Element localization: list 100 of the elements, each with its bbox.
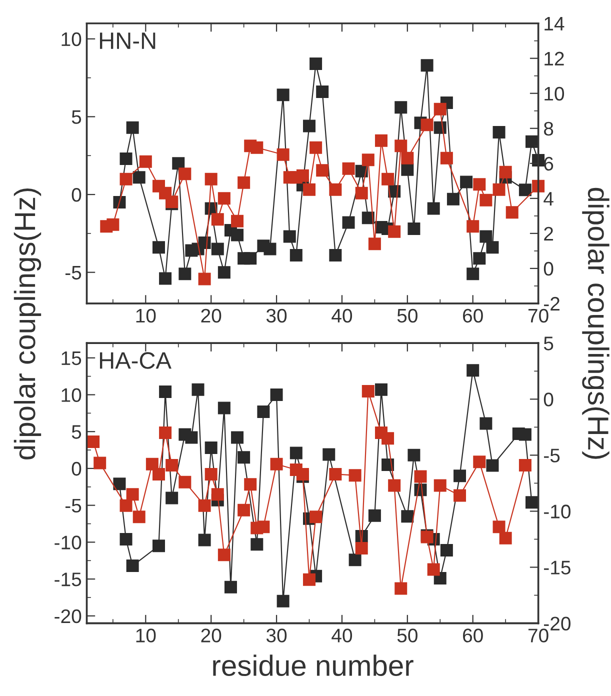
point <box>211 488 224 501</box>
point <box>283 230 296 243</box>
point <box>87 435 100 448</box>
point <box>374 383 388 396</box>
point <box>348 554 362 566</box>
point <box>218 266 230 279</box>
point <box>238 176 250 189</box>
y2-tick-label: 10 <box>544 86 564 101</box>
point <box>303 183 316 196</box>
point <box>329 248 342 262</box>
point <box>185 431 198 444</box>
point <box>126 560 139 572</box>
point <box>440 544 453 557</box>
y2-tick-label: 5 <box>544 336 554 350</box>
x-tick-label: 60 <box>463 308 483 323</box>
x-tick-label: 20 <box>201 308 222 323</box>
y2-tick-label: -5 <box>544 448 560 462</box>
point <box>506 206 518 219</box>
y-tick-label: -15 <box>54 572 82 586</box>
point <box>106 218 120 231</box>
y-axis-title: dipolar couplings(Hz) <box>14 188 42 460</box>
point <box>460 176 473 188</box>
point <box>152 540 165 552</box>
y-tick-label: -20 <box>54 609 82 624</box>
y2-tick-label: 4 <box>544 192 554 206</box>
point <box>408 222 420 235</box>
y-tick-label: -10 <box>54 536 82 550</box>
x-tick-label: 70 <box>528 308 548 323</box>
y2-tick-label: 8 <box>544 122 554 136</box>
point <box>120 152 132 165</box>
point <box>270 388 283 401</box>
point <box>499 166 512 178</box>
point <box>132 171 146 184</box>
point <box>408 448 420 462</box>
x-tick-label: 60 <box>463 628 483 642</box>
point <box>159 272 172 285</box>
point <box>486 459 499 472</box>
point <box>238 451 250 464</box>
point <box>120 532 132 546</box>
point <box>178 476 192 488</box>
point <box>446 192 460 206</box>
point <box>166 492 178 504</box>
x-tick-label: 40 <box>332 308 352 323</box>
x-tick-label: 20 <box>201 628 222 642</box>
point <box>159 426 172 440</box>
point <box>276 594 290 608</box>
point <box>382 172 394 186</box>
point <box>296 468 309 480</box>
point <box>342 216 355 229</box>
point <box>492 126 506 139</box>
y2-tick-label: 0 <box>544 262 554 276</box>
point <box>355 542 368 554</box>
y2-tick-label: 6 <box>544 156 554 171</box>
point <box>362 154 374 166</box>
y-tick-label: -5 <box>65 266 82 280</box>
point <box>473 178 486 191</box>
point <box>486 241 499 254</box>
point <box>218 548 230 562</box>
y2-tick-label: -2 <box>544 296 560 310</box>
annotation: HA-CA <box>100 352 172 369</box>
point <box>310 58 322 70</box>
point <box>192 383 204 396</box>
y-tick-label: -5 <box>65 498 82 513</box>
point <box>310 141 322 154</box>
point <box>473 252 486 265</box>
point <box>355 186 368 200</box>
point <box>329 468 342 480</box>
point <box>466 364 480 377</box>
x-tick-label: 70 <box>528 628 548 642</box>
y-tick-label: 0 <box>72 462 82 476</box>
point <box>348 469 362 482</box>
point <box>492 520 506 534</box>
point <box>420 118 434 132</box>
x-tick-label: 30 <box>266 308 287 323</box>
y2-tick-label: -20 <box>544 616 570 631</box>
point <box>231 214 244 228</box>
point <box>250 141 264 154</box>
point <box>264 242 276 256</box>
point <box>401 510 414 523</box>
point <box>499 532 512 544</box>
point <box>394 140 408 152</box>
point <box>244 478 257 491</box>
point <box>120 499 132 512</box>
x-tick-label: 50 <box>397 308 418 323</box>
point <box>231 431 244 444</box>
y2-axis-title: dipolar couplings(Hz) <box>582 188 610 459</box>
point <box>166 459 178 472</box>
point <box>388 479 401 492</box>
point <box>434 102 446 116</box>
point <box>427 202 440 215</box>
point <box>126 121 139 134</box>
annotation: HN-N <box>100 32 156 49</box>
point <box>152 241 165 254</box>
point <box>420 59 434 72</box>
point <box>342 162 355 175</box>
point <box>394 582 408 595</box>
point <box>198 499 211 512</box>
point <box>218 192 230 205</box>
point <box>178 268 192 280</box>
point <box>414 470 427 483</box>
